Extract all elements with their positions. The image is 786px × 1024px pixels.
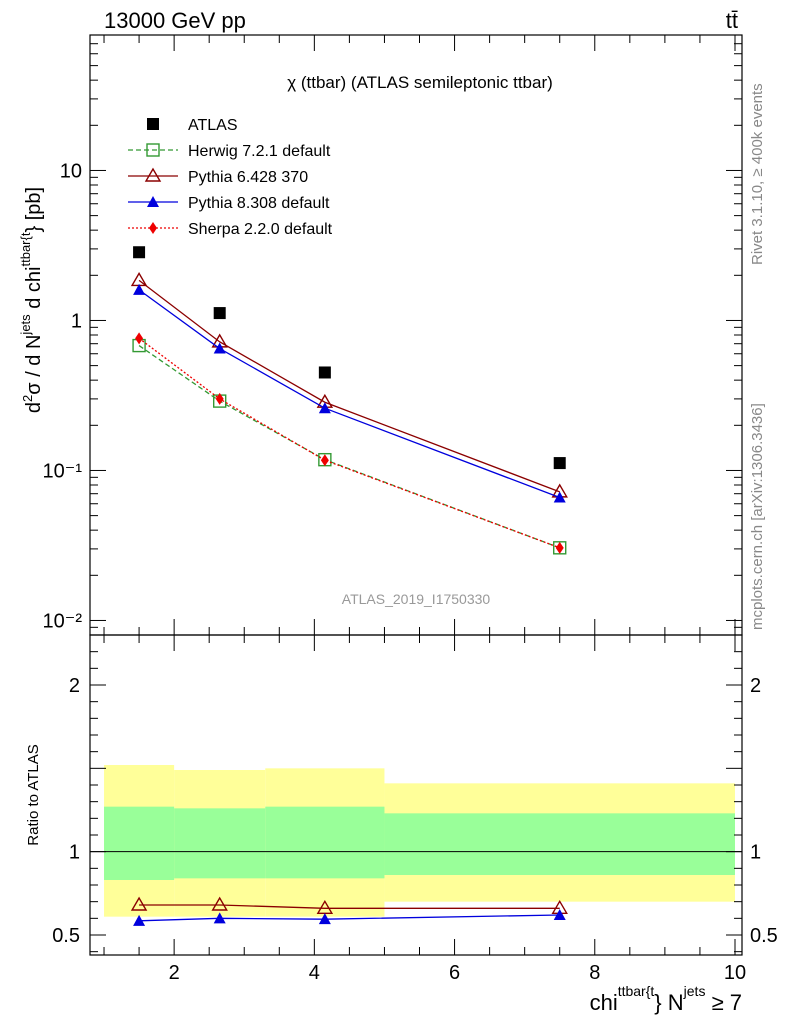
x-tick-label: 10 [724,962,746,984]
rivet-label: Rivet 3.1.10, ≥ 400k events [749,83,766,265]
legend-item: ATLAS [147,117,238,134]
mcplots-label: mcplots.cern.ch [arXiv:1306.3436] [749,403,766,630]
main-y-tick-label: 10⁻¹ [43,460,83,482]
ratio-y-tick-label-right: 0.5 [750,925,778,947]
xlabel-n: } N [654,990,683,1015]
ratio-series-line [139,914,560,922]
main-y-tick-label: 10 [60,160,82,182]
uncertainty-band-inner [174,808,266,879]
legend-marker [147,196,159,207]
legend-item: Herwig 7.2.1 default [128,143,331,160]
data-point [553,457,566,470]
data-point [320,454,329,467]
legend-label: Herwig 7.2.1 default [188,143,331,160]
ratio-y-tick-label-right: 2 [750,675,761,697]
xlabel-cut: ≥ 7 [705,990,742,1015]
process-label: tt̄ [726,8,738,33]
ratio-y-tick-label-left: 0.5 [52,925,80,947]
ratio-plot-frame [89,634,743,956]
ratio-series-line [139,904,560,909]
uncertainty-band-inner [265,806,385,879]
ratio-data-point [553,909,566,920]
ratio-data-point [213,912,226,924]
data-point [133,283,146,295]
ylabel-sup-jets: jets [18,314,33,336]
main-y-tick-label: 10⁻² [43,610,83,632]
ratio-data-point [211,896,228,911]
ylabel-chi: d chi [23,267,45,315]
legend: ATLAS Herwig 7.2.1 default Pythia 6.428 37… [128,117,333,238]
series-2 [130,271,568,498]
legend-marker [147,118,159,130]
ratio-y-tick-label-left: 1 [69,842,80,864]
data-point [318,366,331,379]
ylabel-sup-2: 2 [20,395,35,402]
legend-marker [146,143,160,157]
legend-item: Pythia 8.308 default [128,195,330,212]
ylabel-sigma: σ / d N [23,335,45,395]
legend-label: ATLAS [188,117,238,134]
legend-marker [149,222,157,234]
ratio-data-point [130,896,148,911]
legend-label: Pythia 8.308 default [188,195,330,212]
x-tick-label: 6 [449,962,460,984]
legend-label: Sherpa 2.2.0 default [188,221,333,238]
data-point [318,402,331,414]
ratio-series-1 [133,909,566,926]
main-y-tick-label: 1 [71,310,82,332]
xlabel-sup-jets: jets [683,983,706,999]
data-point [213,342,226,354]
series-line [138,345,560,549]
ratio-y-tick-label-right: 1 [750,842,761,864]
x-tick-label: 4 [309,962,320,984]
legend-item: Sherpa 2.2.0 default [128,221,333,238]
energy-label: 13000 GeV pp [104,8,246,33]
ratio-plot-area: 0.5 0.5 1 1 2 2 2 4 6 8 10 [52,635,778,984]
xlabel-chi: chi [590,990,618,1015]
ratio-y-axis-label: Ratio to ATLAS [25,744,42,845]
x-tick-label: 8 [589,962,600,984]
main-y-axis-label: d2σ / d Njets d chittbar{t} [pb] [18,187,45,413]
ratio-y-tick-label-left: 2 [69,675,80,697]
legend-item: Pythia 6.428 370 [128,167,308,186]
plot-title: χ (ttbar) (ATLAS semileptonic ttbar) [287,73,553,92]
analysis-watermark: ATLAS_2019_I1750330 [342,591,491,607]
uncertainty-band-inner [384,813,735,875]
x-axis-label: chittbar{t} Njets ≥ 7 [590,983,742,1015]
data-point [213,307,226,320]
series-0 [133,246,566,470]
data-point [135,332,144,345]
ylabel-unit: } [pb] [23,187,45,233]
legend-label: Pythia 6.428 370 [188,169,308,186]
data-point [215,392,224,405]
series-4 [135,332,564,554]
ratio-data-point [133,914,146,926]
data-point [553,491,566,503]
uncertainty-band-inner [104,806,175,880]
series-line [138,337,560,549]
series-3 [133,283,566,503]
xlabel-sup-ttbar: ttbar{t [618,983,655,999]
series-line [138,279,560,493]
ratio-data-point [318,913,331,925]
main-plot-area: 10⁻² 10⁻¹ 1 10 [43,34,742,636]
data-point [555,541,564,554]
series-line [138,289,560,499]
data-point [133,246,146,259]
ylabel-sup-ttbar: ttbar{t [18,232,33,266]
ylabel-d: d [23,402,45,413]
legend-marker [144,167,162,182]
series-1 [132,338,567,555]
x-tick-label: 2 [169,962,180,984]
